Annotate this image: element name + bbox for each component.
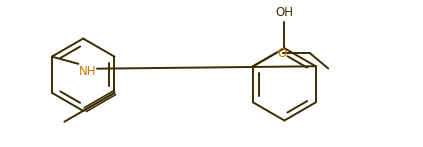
Text: O: O (277, 46, 286, 60)
Text: OH: OH (275, 6, 294, 19)
Text: NH: NH (79, 65, 96, 78)
